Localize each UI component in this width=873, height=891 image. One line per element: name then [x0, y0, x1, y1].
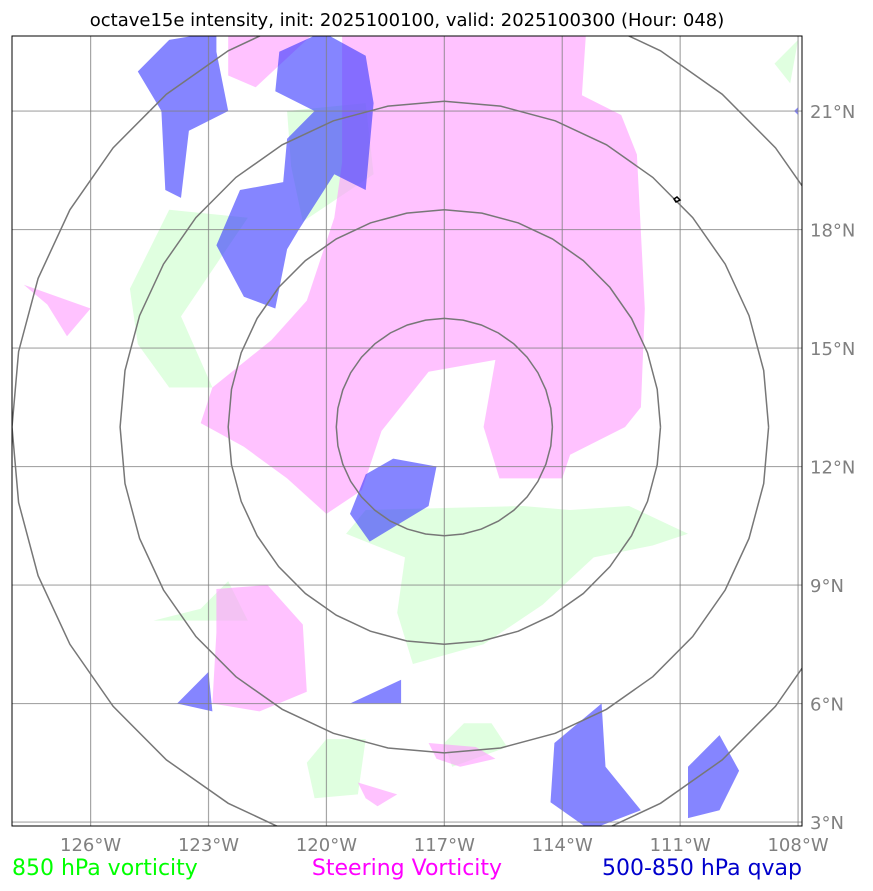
field-region — [306, 739, 366, 799]
lon-tick-label: 123°W — [178, 835, 239, 856]
field-region — [688, 735, 740, 819]
field-region — [357, 782, 398, 807]
legend: 850 hPa vorticity Steering Vorticity 500… — [12, 856, 802, 881]
field-region — [216, 36, 374, 309]
lon-tick-label: 108°W — [767, 835, 828, 856]
lat-tick-label: 3°N — [810, 813, 844, 834]
lat-tick-label: 12°N — [810, 458, 855, 479]
field-region — [550, 703, 641, 826]
coastline-fragments — [672, 36, 722, 203]
lat-tick-label: 6°N — [810, 695, 844, 716]
field-region — [774, 39, 799, 84]
range-ring — [227, 209, 662, 646]
field-region — [350, 679, 402, 704]
lon-tick-label: 114°W — [532, 835, 593, 856]
field-region — [137, 36, 229, 198]
layer-steering-vorticity — [23, 36, 645, 807]
latitude-tick-labels: 3°N 6°N 9°N 12°N 15°N 18°N 21°N — [810, 102, 855, 834]
range-ring — [119, 100, 770, 754]
gridlines — [12, 36, 802, 826]
longitude-tick-labels: 126°W 123°W 120°W 117°W 114°W 111°W 108°W — [60, 835, 829, 856]
lon-tick-label: 111°W — [650, 835, 711, 856]
field-region — [177, 671, 213, 712]
range-ring — [12, 36, 802, 826]
field-layers — [23, 36, 799, 826]
field-region — [200, 36, 645, 514]
field-region — [350, 458, 437, 542]
lat-tick-label: 18°N — [810, 221, 855, 242]
lon-tick-label: 117°W — [414, 835, 475, 856]
field-region — [23, 284, 91, 337]
lon-tick-label: 126°W — [60, 835, 121, 856]
lat-tick-label: 21°N — [810, 102, 855, 123]
legend-qvap: 500-850 hPa qvap — [602, 856, 802, 881]
legend-steering-vorticity: Steering Vorticity — [312, 856, 502, 881]
legend-850-vorticity: 850 hPa vorticity — [12, 856, 198, 881]
plot-area — [12, 36, 802, 826]
lat-tick-label: 9°N — [810, 576, 844, 597]
range-rings — [12, 36, 802, 826]
chart-title: octave15e intensity, init: 2025100100, v… — [90, 10, 725, 31]
lon-tick-label: 120°W — [296, 835, 357, 856]
range-ring — [335, 317, 554, 537]
plot-frame — [11, 35, 803, 827]
field-region — [428, 743, 496, 767]
field-region — [212, 585, 307, 712]
field-region — [129, 209, 248, 388]
lat-tick-label: 15°N — [810, 339, 855, 360]
